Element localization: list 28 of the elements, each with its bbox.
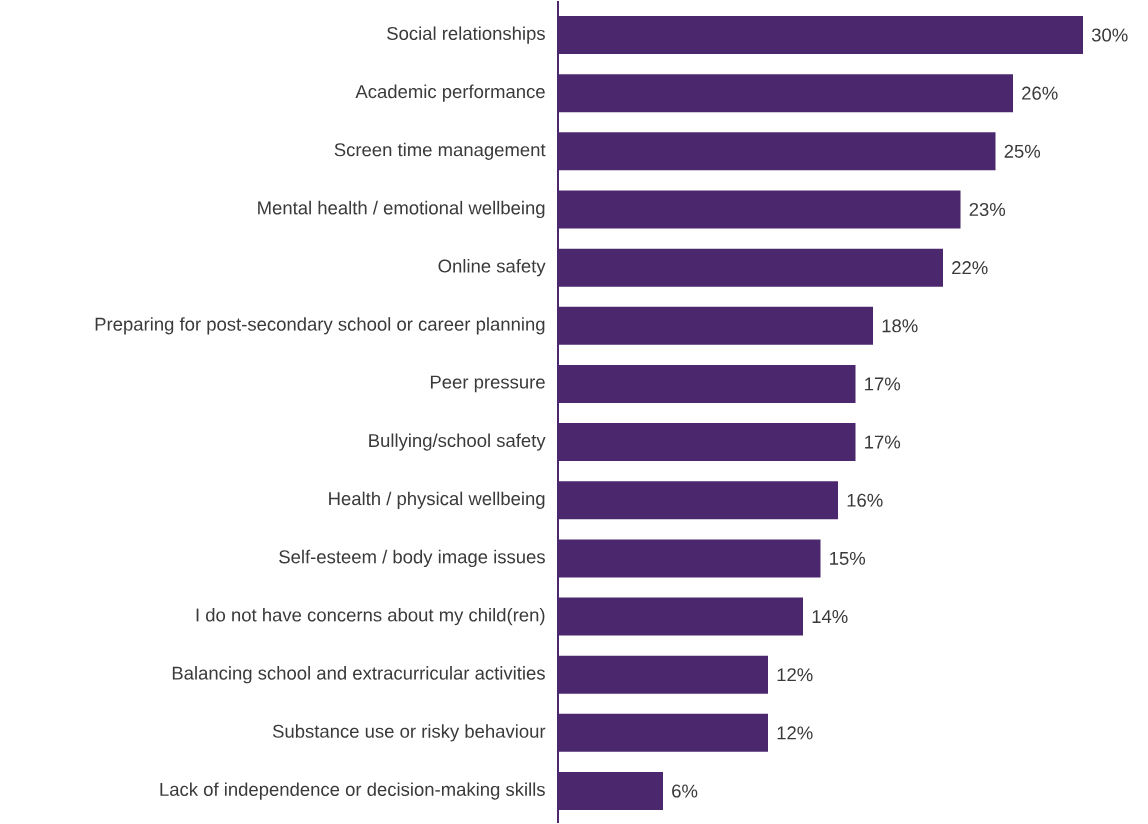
- data-label: 12%: [777, 726, 813, 740]
- y-tick-label: Preparing for post-secondary school or career planning: [95, 317, 545, 335]
- data-label: 16%: [847, 493, 883, 507]
- data-label: 23%: [969, 202, 1006, 217]
- data-label: 12%: [777, 668, 813, 682]
- y-tick-label: Peer pressure: [430, 375, 545, 393]
- data-label: 30%: [1091, 28, 1128, 42]
- y-tick-label: Screen time management: [334, 142, 546, 160]
- y-tick-label: Online safety: [438, 259, 546, 277]
- y-tick-label: Health / physical wellbeing: [329, 491, 545, 509]
- y-tick-label: Academic performance: [355, 84, 545, 102]
- data-label: 25%: [1004, 144, 1041, 158]
- data-label: 17%: [865, 377, 901, 391]
- y-tick-label: Substance use or risky behaviour: [272, 724, 546, 742]
- data-label: 18%: [882, 319, 918, 333]
- data-label: 26%: [1022, 86, 1058, 100]
- data-label: 15%: [830, 551, 866, 565]
- y-tick-label: Lack of independence or decision-making skills: [160, 782, 545, 800]
- y-tick-label: Self-esteem / body image issues: [279, 549, 545, 568]
- data-label: 14%: [812, 610, 848, 624]
- y-tick-label: Bullying/school safety: [369, 433, 546, 451]
- y-tick-label: I do not have concerns about my child(ren): [196, 607, 545, 626]
- data-label: 6%: [672, 784, 698, 798]
- data-label: 22%: [952, 261, 988, 275]
- y-tick-label: Balancing school and extracurricular activities: [172, 666, 545, 684]
- data-label: 17%: [865, 435, 901, 449]
- y-tick-label: Mental health / emotional wellbeing: [258, 200, 545, 219]
- y-tick-label: Social relationships: [387, 26, 545, 44]
